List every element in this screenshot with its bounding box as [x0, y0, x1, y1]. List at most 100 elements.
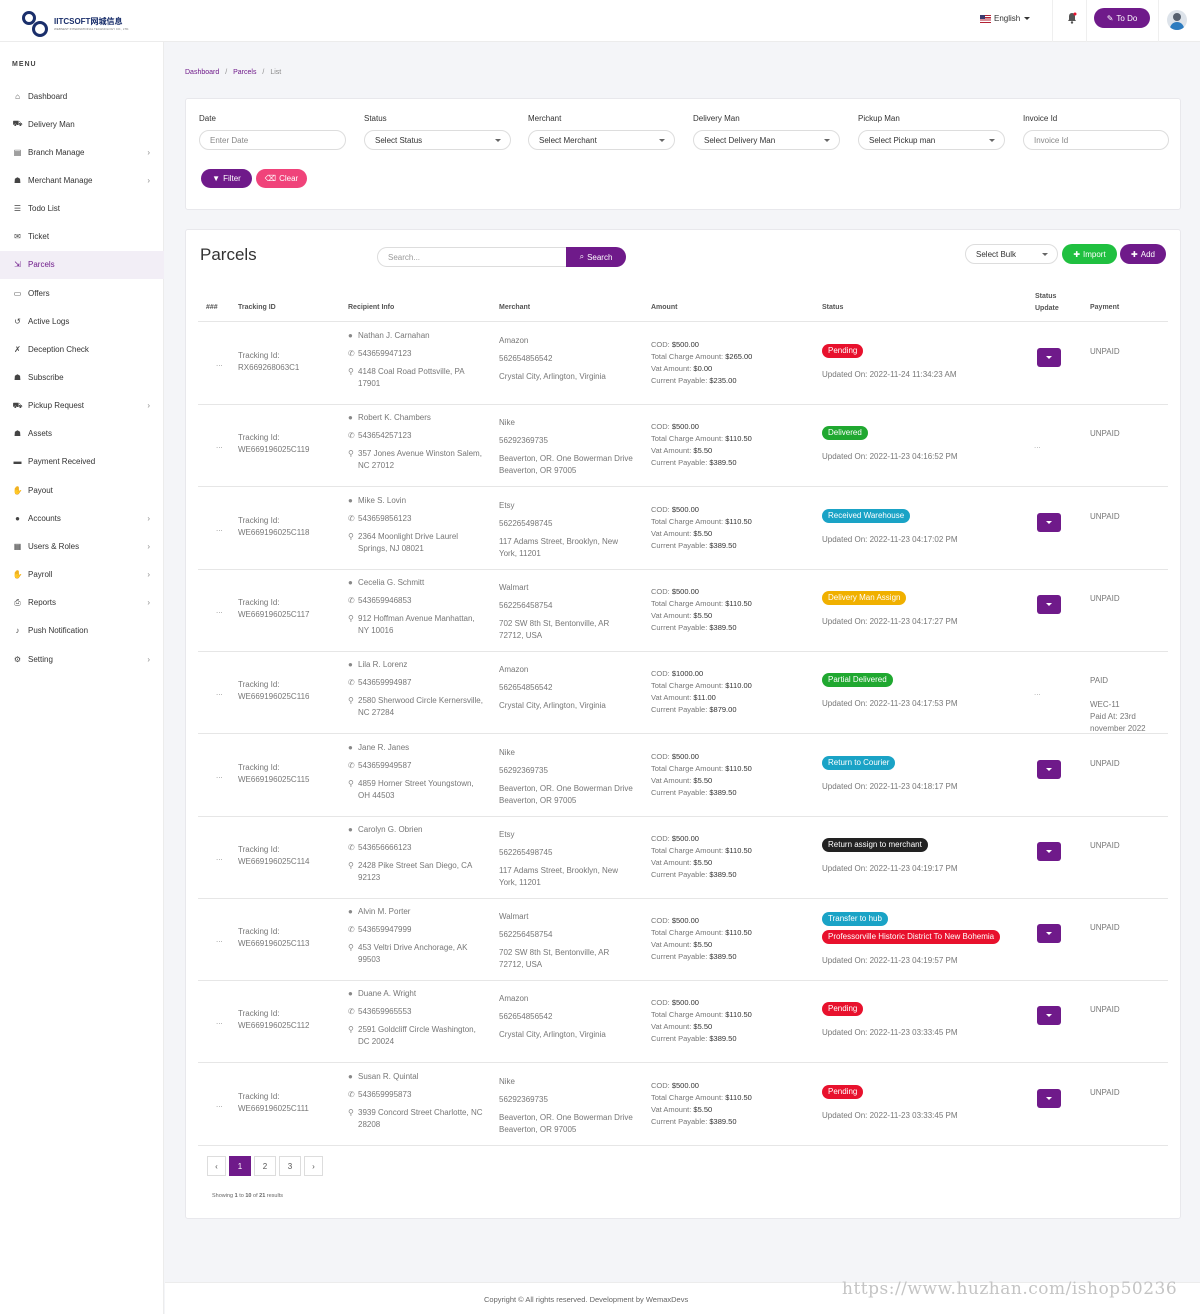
pagination-page-2[interactable]: 2	[254, 1156, 276, 1176]
recipient-cell: ● Cecelia G. Schmitt ✆ 543659946853 ⚲ 912 Hof…	[348, 577, 488, 643]
sidebar-item-offers[interactable]: ▭ Offers	[0, 279, 164, 307]
status-select-value: Select Status	[375, 135, 423, 145]
delivery-man-label: Delivery Man	[693, 114, 740, 123]
recipient-phone: 543659947999	[358, 925, 412, 935]
sidebar-item-payroll[interactable]: ✋ Payroll ›	[0, 561, 164, 589]
sidebar-item-setting[interactable]: ⚙ Setting ›	[0, 645, 164, 673]
tracking-cell: Tracking Id: WE669196025C119	[238, 432, 309, 456]
tracking-label: Tracking Id:	[238, 515, 280, 525]
sidebar-item-payout[interactable]: ✋ Payout	[0, 476, 164, 504]
sidebar-item-active-logs[interactable]: ↺ Active Logs	[0, 307, 164, 335]
date-input[interactable]: Enter Date	[199, 130, 346, 150]
vat-label: Vat Amount:	[651, 940, 692, 950]
invoice-id-input[interactable]: Invoice Id	[1023, 130, 1169, 150]
sidebar-item-ticket[interactable]: ✉ Ticket	[0, 223, 164, 251]
updated-on-value: 2022-11-23 03:33:45 PM	[869, 1110, 958, 1120]
vat-label: Vat Amount:	[651, 610, 692, 620]
filter-button[interactable]: ▼ Filter	[201, 169, 252, 188]
tracking-id: WE669196025C116	[238, 692, 310, 702]
pagination-prev[interactable]: ‹	[207, 1156, 226, 1176]
row-actions-menu[interactable]: ...	[216, 523, 223, 533]
search-button[interactable]: ⌕ Search	[566, 247, 626, 267]
chevron-right-icon: ›	[147, 598, 150, 608]
payment-cell: PAID WEC-11 Paid At: 23rd november 2022	[1090, 675, 1146, 735]
sidebar-item-todo-list[interactable]: ☰ Todo List	[0, 195, 164, 223]
vat-value: $5.50	[693, 528, 713, 538]
cod-value: $500.00	[671, 586, 699, 596]
status-select[interactable]: Select Status	[364, 130, 511, 150]
recipient-address-line2: 28208	[358, 1119, 381, 1129]
amount-cell: COD: $500.00 Total Charge Amount: $110.50…	[651, 421, 752, 469]
row-actions-menu[interactable]: ...	[216, 359, 223, 368]
cod-value: $500.00	[671, 833, 699, 843]
map-marker-icon: ⚲	[348, 1025, 354, 1035]
delivery-man-select[interactable]: Select Delivery Man	[693, 130, 840, 150]
payment-cell: UNPAID	[1090, 922, 1120, 934]
status-update-dropdown[interactable]	[1037, 1088, 1061, 1108]
row-actions-menu[interactable]: ...	[216, 441, 223, 451]
sidebar-item-branch-manage[interactable]: ▤ Branch Manage ›	[0, 138, 164, 166]
breadcrumb-dashboard[interactable]: Dashboard	[185, 69, 220, 76]
map-marker-icon: ⚲	[348, 449, 354, 459]
row-actions-menu[interactable]: ...	[216, 1017, 223, 1027]
payment-cell: UNPAID	[1090, 1004, 1120, 1016]
status-update-dropdown[interactable]	[1037, 348, 1061, 367]
notification-bell-icon[interactable]	[1067, 12, 1077, 24]
breadcrumb-parcels[interactable]: Parcels	[233, 69, 257, 76]
total-charge-label: Total Charge Amount:	[651, 516, 724, 526]
status-update-dropdown[interactable]	[1037, 924, 1061, 944]
import-button[interactable]: ✚ Import	[1062, 244, 1117, 264]
sidebar-item-merchant-manage[interactable]: ☗ Merchant Manage ›	[0, 166, 164, 194]
row-actions-menu[interactable]: ...	[216, 1099, 223, 1109]
row-actions-menu[interactable]: ...	[216, 935, 223, 945]
add-button[interactable]: ✚ Add	[1120, 244, 1166, 264]
sidebar-item-dashboard[interactable]: ⌂ Dashboard	[0, 82, 164, 110]
status-update-dropdown[interactable]	[1037, 512, 1061, 532]
todo-button[interactable]: ✎ To Do	[1094, 8, 1150, 28]
sidebar-item-deception-check[interactable]: ✗ Deception Check	[0, 335, 164, 363]
user-avatar[interactable]	[1167, 10, 1187, 30]
sidebar-item-assets[interactable]: ☗ Assets	[0, 420, 164, 448]
phone-icon: ✆	[348, 349, 355, 358]
pagination-page-3[interactable]: 3	[279, 1156, 301, 1176]
amount-cell: COD: $500.00 Total Charge Amount: $110.50…	[651, 997, 752, 1045]
merchant-address-line1: Beaverton, OR. One Bowerman Drive	[499, 783, 633, 793]
status-update-dropdown[interactable]	[1037, 594, 1061, 614]
pagination-next[interactable]: ›	[304, 1156, 323, 1176]
row-actions-menu[interactable]: ...	[216, 852, 223, 862]
sidebar-item-payment-received[interactable]: ▬ Payment Received	[0, 448, 164, 476]
merchant-select[interactable]: Select Merchant	[528, 130, 675, 150]
updated-on-label: Updated On:	[822, 781, 868, 791]
sidebar-item-users-roles[interactable]: ▦ Users & Roles ›	[0, 532, 164, 560]
row-divider	[198, 1144, 1168, 1146]
brand-logo[interactable]: IITCSOFT网城信息 WEBNEST INTERNATIONAL TECHN…	[20, 9, 129, 39]
sidebar-item-push-notification[interactable]: ♪ Push Notification	[0, 617, 164, 645]
status-update-dropdown[interactable]	[1037, 759, 1061, 779]
updated-on: Updated On: 2022-11-23 03:33:45 PM	[822, 1028, 1032, 1037]
pickup-man-select[interactable]: Select Pickup man	[858, 130, 1005, 150]
row-actions-menu[interactable]: ...	[216, 605, 223, 615]
pagination-page-1[interactable]: 1	[229, 1156, 251, 1176]
language-selector[interactable]: English	[980, 14, 1031, 23]
divider	[1086, 0, 1087, 42]
clear-button[interactable]: ⌫ Clear	[256, 169, 307, 188]
sidebar-item-accounts[interactable]: ● Accounts ›	[0, 504, 164, 532]
sidebar-item-reports[interactable]: ⎙ Reports ›	[0, 589, 164, 617]
status-update-dropdown[interactable]	[1037, 1006, 1061, 1026]
sidebar-item-pickup-request[interactable]: ⛟ Pickup Request ›	[0, 392, 164, 420]
total-charge-value: $265.00	[725, 352, 753, 361]
bulk-select[interactable]: Select Bulk	[965, 244, 1058, 264]
sidebar-item-delivery-man[interactable]: ⛟ Delivery Man	[0, 110, 164, 138]
sidebar-item-parcels[interactable]: ⇲ Parcels	[0, 250, 164, 279]
row-actions-menu[interactable]: ...	[216, 770, 223, 780]
sidebar-item-subscribe[interactable]: ☗ Subscribe	[0, 364, 164, 392]
print-icon: ⎙	[14, 597, 21, 607]
showing-prefix: Showing	[212, 1193, 234, 1199]
tracking-cell: Tracking Id: WE669196025C116	[238, 679, 309, 703]
recipient-name: Jane R. Janes	[358, 742, 410, 752]
status-update-dropdown[interactable]	[1037, 841, 1061, 861]
merchant-phone: 562256458754	[499, 600, 553, 610]
row-divider	[198, 980, 1168, 982]
search-input[interactable]: Search...	[377, 247, 567, 267]
row-actions-menu[interactable]: ...	[216, 688, 223, 698]
